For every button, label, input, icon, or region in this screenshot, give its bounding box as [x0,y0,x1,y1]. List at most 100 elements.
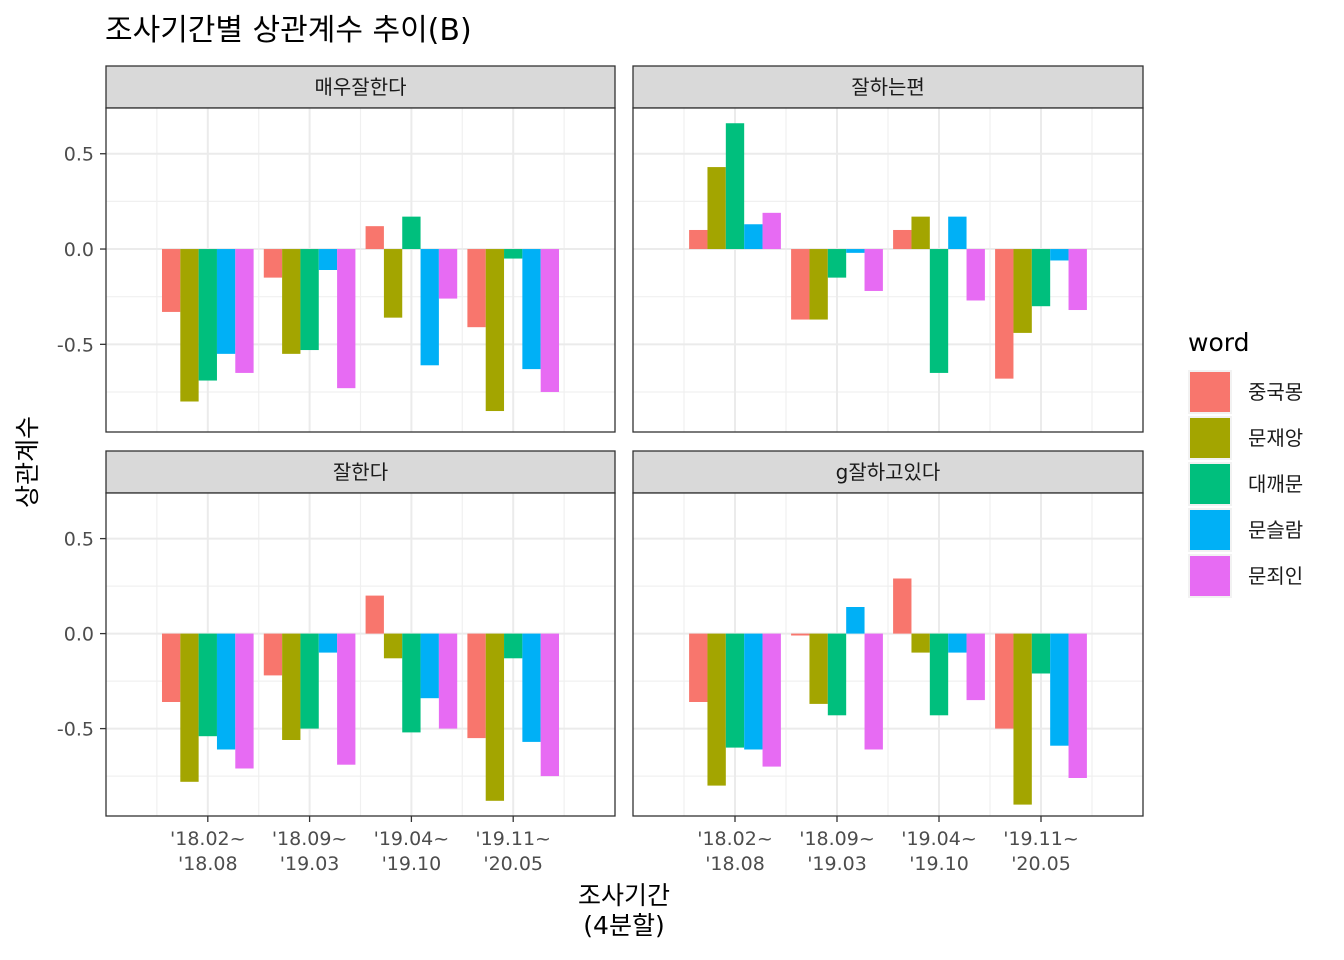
bar [911,216,930,250]
panel-border [632,492,1144,817]
bar [180,633,199,782]
bar [216,633,236,750]
bar [383,249,403,318]
bar [809,633,828,704]
bar [744,633,763,750]
x-tick-label: '19.11~ '20.05 [475,828,551,875]
x-tick-label: '18.02~ '18.08 [697,828,773,875]
bar [522,633,541,742]
legend-swatch [1190,556,1230,596]
bar [864,633,883,750]
bar [180,249,199,402]
bar [337,633,356,765]
bar [383,633,403,659]
bar [318,249,338,270]
legend-label: 중국몽 [1248,380,1303,404]
bar [893,578,912,634]
bar [365,226,384,250]
panel-border [632,107,1144,433]
bar [522,249,541,370]
bar [402,216,421,250]
bar [707,167,726,250]
bar [485,633,505,801]
bar [929,249,949,373]
legend-item: 대깨문 [1188,462,1303,506]
bar [540,633,560,777]
bar [1050,249,1069,261]
legend-item: 문슬람 [1188,508,1303,552]
legend-swatch [1190,510,1230,550]
y-tick-label: -0.5 [57,719,94,741]
x-tick-label: '19.04~ '19.10 [901,828,977,875]
bar [504,249,523,259]
legend-label: 문죄인 [1248,564,1303,588]
bar [762,633,781,767]
bar [864,249,883,291]
bar [235,249,254,373]
bar [402,633,421,733]
y-tick-label: 0.5 [64,144,94,166]
bar [438,633,458,729]
y-tick-label: 0.5 [64,529,94,551]
bar [420,633,439,699]
x-tick-label: '19.11~ '20.05 [1003,828,1079,875]
bar [263,633,283,676]
bar [540,249,560,392]
facet-strip [105,65,616,109]
bar [1013,249,1032,333]
legend-label: 대깨문 [1248,472,1303,496]
bar [318,633,338,653]
bar [235,633,254,769]
bar [1068,633,1087,778]
bar [893,229,912,250]
bar [966,249,985,301]
bar [216,249,236,354]
bar [948,633,967,653]
bar [995,249,1014,379]
legend-swatch [1190,372,1230,412]
bar [198,249,217,381]
bar [725,633,745,748]
bar [485,249,505,412]
legend-swatch [1190,464,1230,504]
facet-strip-label: 잘한다 [333,460,388,484]
bar [300,249,319,351]
facet-panel: 잘하는편 [632,65,1144,433]
x-tick-label: '18.09~ '19.03 [799,828,875,875]
panel-border [105,107,616,433]
bar [846,249,865,253]
x-tick-label: '18.09~ '19.03 [272,828,348,875]
facet-strip-label: g잘하고있다 [836,460,941,484]
bar [504,633,523,659]
bar [791,249,810,320]
bar [282,633,301,740]
bar [929,633,949,716]
facet-strip [632,65,1144,109]
bar [365,595,384,634]
bar [827,633,847,716]
legend-item: 문재앙 [1188,416,1303,460]
facet-panel: g잘하고있다 '18.02~ '18.08 '18.09~ '19.03 '19.04~ '… [632,450,1144,875]
legend-swatch [1190,418,1230,458]
bar [198,633,217,737]
bar [1050,633,1069,746]
bar [707,633,726,786]
y-tick-label: -0.5 [57,334,94,356]
bar [1031,633,1051,674]
bar [689,229,708,250]
legend-label: 문재앙 [1248,426,1303,450]
bar [911,633,930,653]
facet-strip [632,450,1144,494]
bar [791,633,810,636]
facet-panel: 매우잘한다 0.5 0.0 -0.5 [57,65,616,433]
bar [689,633,708,702]
facet-strip-label: 매우잘한다 [315,75,407,99]
bar [762,212,781,250]
bar [966,633,985,701]
bar [438,249,458,299]
bar [809,249,828,320]
bar [1068,249,1087,311]
legend-item: 중국몽 [1188,370,1303,414]
